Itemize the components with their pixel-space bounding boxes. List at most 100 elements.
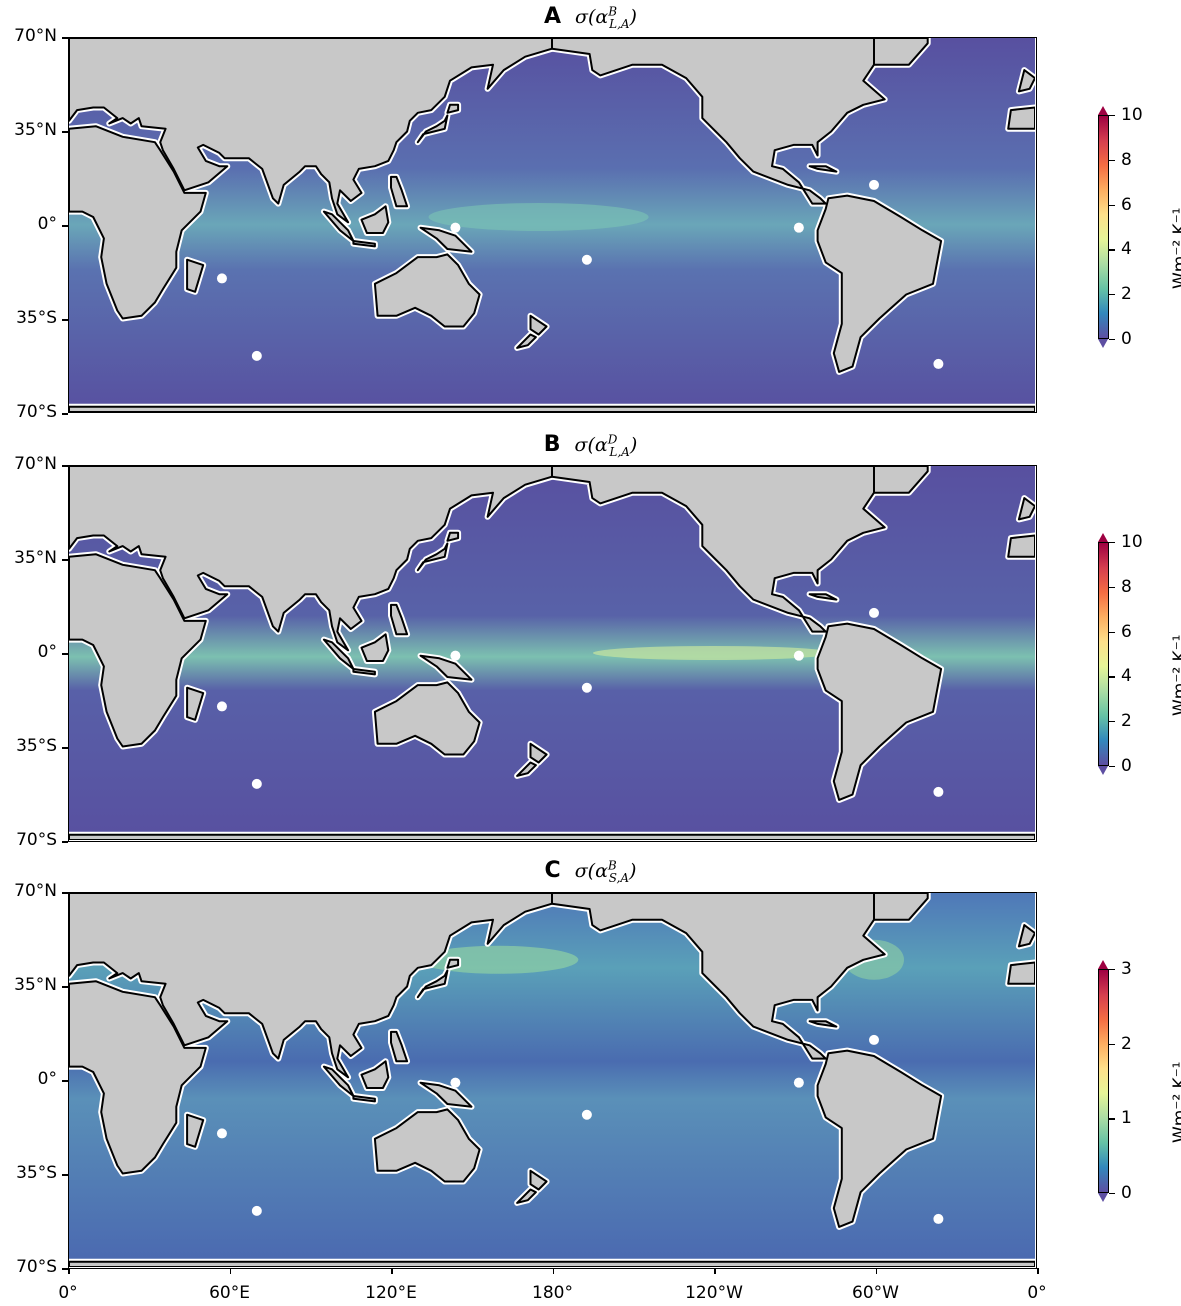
colorbar-tick-mark [1109,115,1115,117]
landmass [873,893,929,921]
landmass [419,654,473,681]
colorbar-tick-mark [1109,969,1115,971]
landmass [360,205,390,234]
map-svg [69,893,1035,1267]
panel-c-letter: C [544,858,561,883]
landmass [446,958,460,969]
landmass [551,38,886,205]
island-marker [450,650,461,661]
island-marker [933,786,944,797]
colorbar-tick-mark [1109,542,1115,544]
island-marker [869,179,879,190]
y-tick-label: 0° [37,214,57,234]
y-tick-label: 35°N [14,120,57,140]
colorbar-tick-label: 4 [1121,239,1132,260]
panel-a-close: ) [629,6,637,28]
island-marker [450,1077,461,1088]
landmass [516,333,537,349]
colorbar-tick-mark [1109,249,1115,251]
panel-a-letter: A [544,4,562,29]
colorbar-tick-mark [1109,339,1115,341]
colorbar-extend-max [1098,533,1108,542]
map-panel-a [68,37,1037,413]
x-tick-mark [875,1268,877,1274]
y-tick-label: 35°S [16,308,57,328]
panel-b-letter: B [543,432,561,457]
y-tick-label: 70°N [14,881,57,901]
y-tick-mark [62,465,68,467]
y-tick-mark [62,986,68,988]
colorbar-tick-mark [1109,721,1115,723]
landmass [816,194,943,373]
y-tick-label: 0° [37,1069,57,1089]
landmass [1017,924,1035,948]
landmass [816,622,943,801]
y-tick-label: 0° [37,642,57,662]
panel-c-sub: S,A [608,870,630,885]
y-tick-label: 70°S [16,402,57,422]
landmass [1007,106,1035,130]
landmass [373,253,481,328]
colorbar-tick-label: 6 [1121,194,1132,215]
map-svg [69,38,1035,412]
colorbar-tick-label: 2 [1121,284,1132,305]
x-tick-mark [714,1268,716,1274]
landmass [551,893,886,1060]
panel-b-sup: D [607,432,618,447]
y-tick-label: 70°N [14,26,57,46]
y-tick-mark [62,131,68,133]
landmass [390,175,409,208]
x-tick-label: 60°E [209,1283,250,1303]
y-tick-label: 35°S [16,1163,57,1183]
colorbar-tick-label: 3 [1121,959,1132,979]
colorbar-extend-min [1098,1193,1108,1202]
panel-c-symbol: σ(α [574,860,608,882]
landmass [529,742,548,764]
x-tick-label: 120°W [685,1283,743,1303]
landmass [360,1060,390,1089]
island-marker [216,273,227,284]
island-marker [251,1205,262,1216]
landmass [69,833,1035,840]
panel-b-sub: L,A [609,444,630,459]
landmass [186,1113,205,1148]
colorbar-tick-mark [1109,159,1115,161]
landmass [186,258,205,293]
island-marker [793,650,804,661]
y-tick-label: 70°N [14,454,57,474]
panel-a-symbol: σ(α [575,6,609,28]
landmass [873,466,929,494]
x-tick-mark [68,1268,70,1274]
landmass [416,542,449,572]
y-tick-label: 35°N [14,975,57,995]
island-marker [216,701,227,712]
y-tick-mark [62,892,68,894]
panel-a-sub: L,A [609,16,630,31]
landmass [446,103,460,114]
x-tick-mark [552,1268,554,1274]
panel-b-symbol: σ(α [574,434,608,456]
landmass [1017,497,1035,521]
landmass [808,593,838,601]
landmass [446,531,460,542]
landmass [360,633,390,662]
landmass [416,969,449,999]
landmass [419,226,473,253]
landmass [322,638,355,670]
colorbar-extend-max [1098,960,1108,969]
ocean-highlight [428,202,649,231]
colorbar-tick-mark [1109,586,1115,588]
landmass [69,893,553,1079]
y-tick-label: 35°S [16,736,57,756]
colorbar-tick-label: 2 [1121,1033,1132,1054]
x-tick-mark [229,1268,231,1274]
island-marker [933,358,944,369]
y-tick-mark [62,653,68,655]
colorbar-unit-label: Wm⁻² K⁻¹ [1170,634,1181,717]
landmass [1017,69,1035,93]
island-marker [869,1034,879,1045]
colorbar-tick-mark [1109,631,1115,633]
